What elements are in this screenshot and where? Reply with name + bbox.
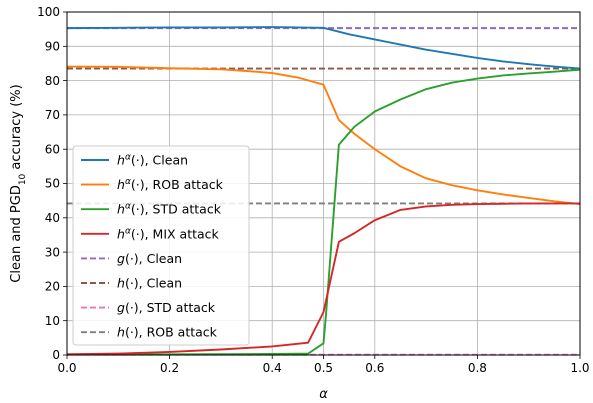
legend-box [72, 145, 250, 346]
x-axis-label: α [319, 387, 328, 402]
x-tick-label: 0.6 [365, 361, 384, 375]
y-tick-label: 90 [45, 40, 60, 54]
y-tick-label: 40 [45, 211, 60, 225]
y-tick-label: 20 [45, 280, 60, 294]
legend-func-suffix: (·), ROB attack [131, 177, 224, 192]
legend-entry-label: hα(·), MIX attack [117, 226, 220, 241]
legend-entry-label: hα(·), STD attack [117, 202, 222, 217]
y-tick-label: 30 [45, 245, 60, 259]
x-tick-label: 0.2 [160, 361, 179, 375]
legend-entry-label: h(·), ROB attack [117, 325, 218, 340]
legend-func-name: h [117, 325, 125, 340]
legend-superscript: α [125, 202, 131, 212]
legend-func-suffix: (·), Clean [131, 153, 188, 168]
legend-func-name: h [117, 202, 125, 217]
y-tick-label: 50 [45, 177, 60, 191]
legend-func-suffix: (·), MIX attack [131, 226, 220, 241]
y-tick-label: 60 [45, 142, 60, 156]
y-axis-label: Clean and PGD10 accuracy (%) [9, 84, 28, 282]
legend-func-name: g [117, 300, 125, 315]
x-tick-label: 1.0 [570, 361, 589, 375]
legend-func-name: g [117, 251, 125, 266]
legend-superscript: α [125, 226, 131, 236]
series-line [66, 26, 581, 70]
y-tick-label: 0 [52, 348, 60, 362]
legend-entry-label: g(·), STD attack [117, 300, 216, 315]
x-tick-label: 0.4 [263, 361, 282, 375]
y-axis-label-subscript: 10 [18, 173, 28, 185]
y-tick-label: 70 [45, 108, 60, 122]
y-axis-label-suffix: accuracy (%) [9, 84, 24, 173]
series-line [67, 68, 581, 356]
legend-func-name: h [117, 276, 125, 291]
legend-func-name: h [117, 226, 125, 241]
series-line [66, 65, 581, 206]
x-tick-label: 0.0 [57, 361, 76, 375]
legend-func-suffix: (·), Clean [125, 251, 182, 266]
y-tick-label: 80 [45, 74, 60, 88]
legend-func-suffix: (·), STD attack [131, 202, 222, 217]
legend-entry-label: g(·), Clean [117, 251, 182, 266]
legend-entry-label: h(·), Clean [117, 276, 182, 291]
legend-superscript: α [125, 153, 131, 163]
legend-func-name: h [117, 177, 125, 192]
x-tick-label: 0.5 [314, 361, 333, 375]
y-axis-label-prefix: Clean and PGD [9, 185, 24, 283]
x-tick-label: 0.8 [468, 361, 487, 375]
y-tick-label: 100 [37, 5, 60, 19]
legend-entry-label: hα(·), Clean [117, 153, 188, 168]
legend-func-suffix: (·), STD attack [125, 300, 216, 315]
legend-func-suffix: (·), Clean [125, 276, 182, 291]
legend-superscript: α [125, 177, 131, 187]
legend-entry-label: hα(·), ROB attack [117, 177, 224, 192]
y-tick-label: 10 [45, 314, 60, 328]
axis-ticks: 0.0 0.2 0.4 0.5 0.6 0.8 1.0 0 10 20 30 40 50 60 70 80 90… [37, 5, 589, 375]
legend-func-name: h [117, 153, 125, 168]
legend-func-suffix: (·), ROB attack [125, 325, 218, 340]
series-line [66, 202, 580, 356]
